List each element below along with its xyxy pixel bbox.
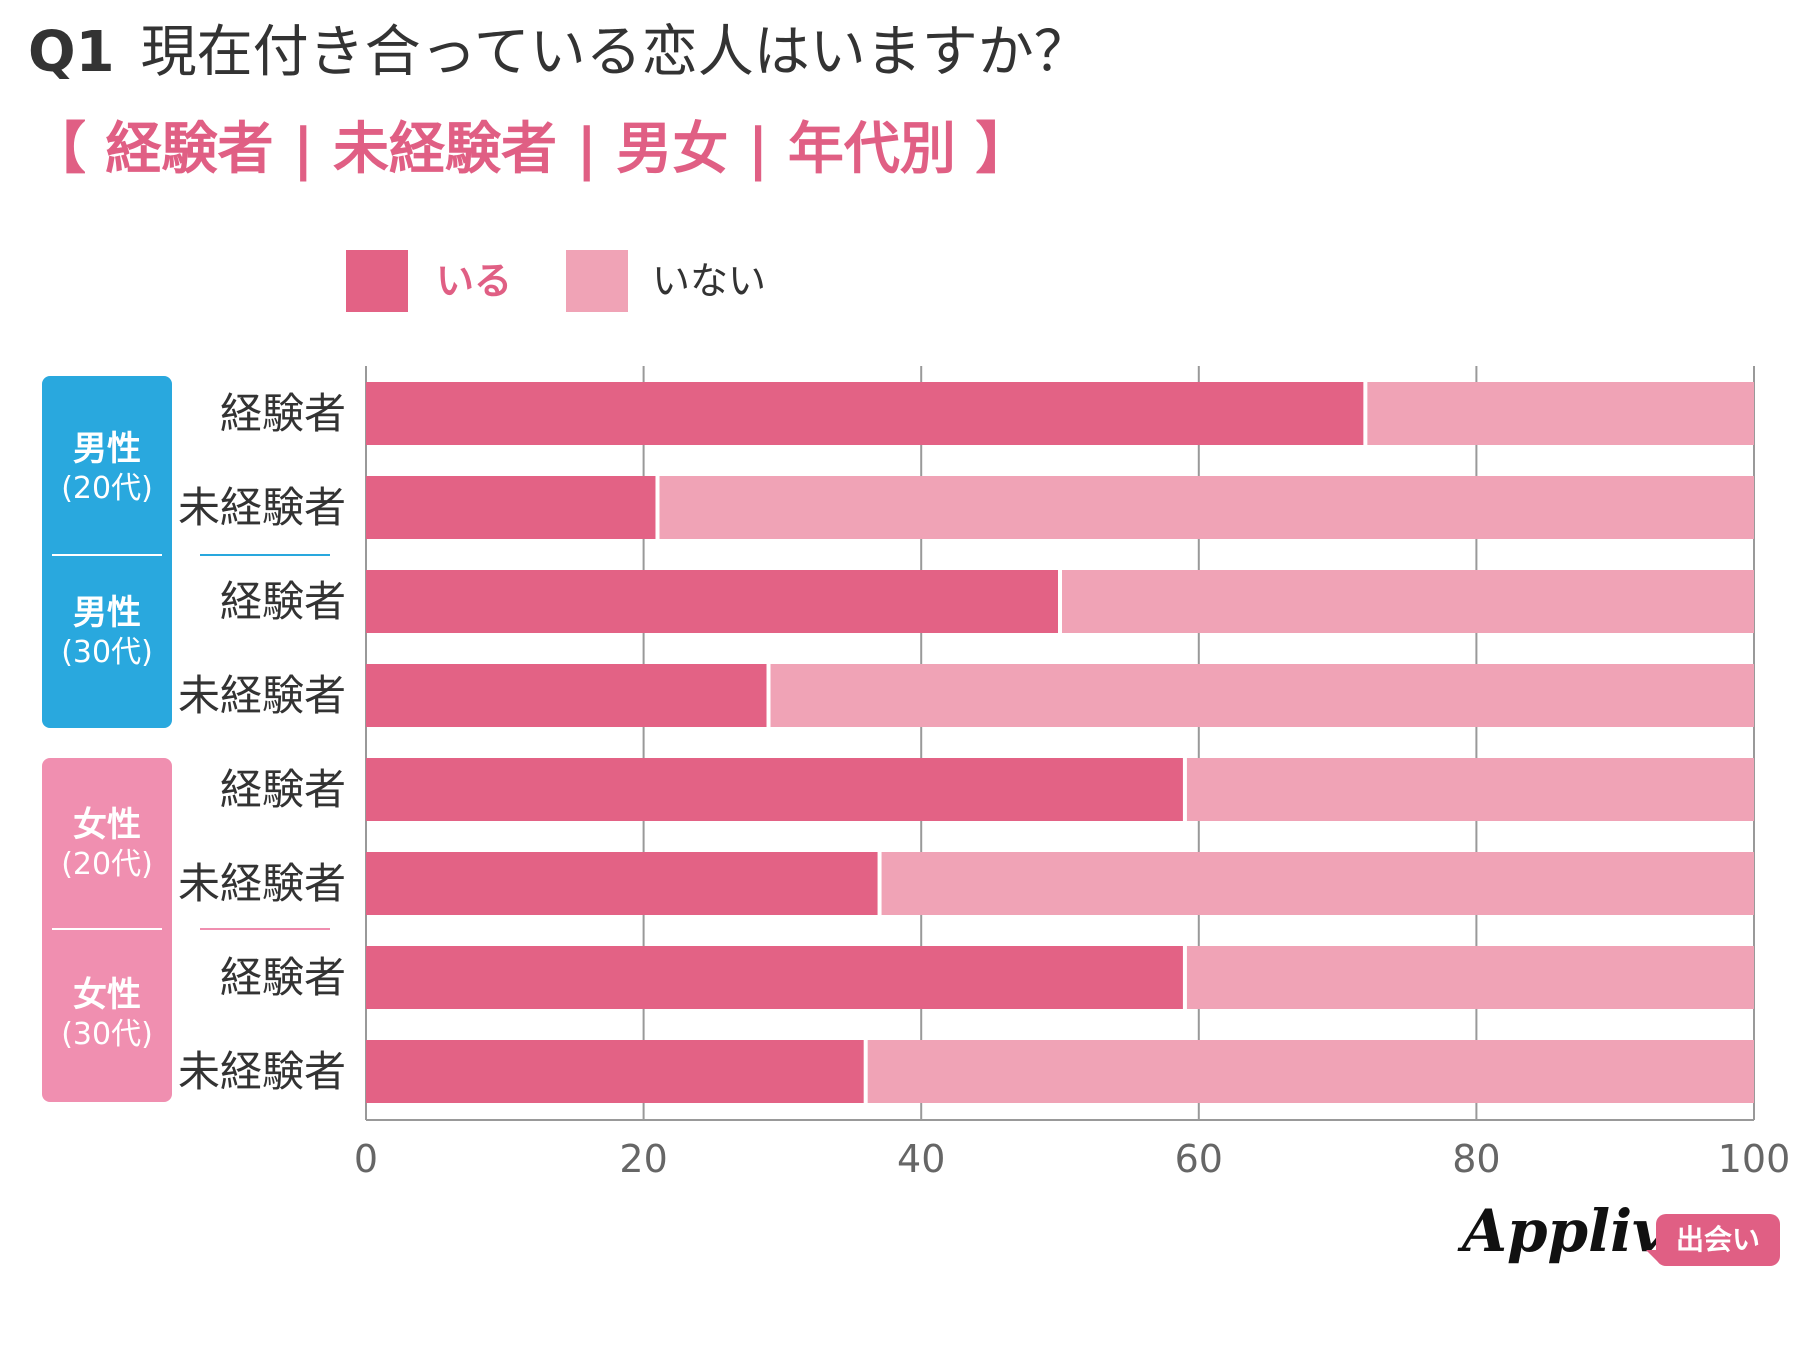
male-group-box xyxy=(42,376,172,728)
group-label-male-30s: 男性 (30代) xyxy=(42,592,172,672)
male-row-separator xyxy=(200,554,330,556)
group-label-female-30s: 女性 (30代) xyxy=(42,974,172,1054)
female-group-box xyxy=(42,758,172,1102)
bar-absent xyxy=(1367,382,1754,445)
bar-present xyxy=(366,664,767,727)
bar-absent xyxy=(659,476,1754,539)
brand-logo: Appliv xyxy=(1462,1197,1666,1265)
bar-absent xyxy=(770,664,1754,727)
group-age: (20代) xyxy=(61,847,153,882)
male-group-divider xyxy=(52,554,162,556)
row-label: 未経験者 xyxy=(177,859,346,908)
bar-absent xyxy=(1186,758,1754,821)
bar-present xyxy=(366,946,1183,1009)
group-name: 女性 xyxy=(73,975,141,1015)
bar-present xyxy=(366,476,656,539)
legend-swatch-absent xyxy=(566,250,628,312)
legend-label-present: いる xyxy=(436,259,513,303)
row-label: 未経験者 xyxy=(177,1047,346,1096)
x-tick-label: 100 xyxy=(1718,1137,1791,1181)
question-text: 現在付き合っている恋人はいますか？ xyxy=(140,20,1090,85)
group-age: (30代) xyxy=(61,1017,153,1052)
row-label: 経験者 xyxy=(219,577,346,626)
row-label: 未経験者 xyxy=(177,671,346,720)
group-age: (20代) xyxy=(61,471,153,506)
bar-absent xyxy=(1062,570,1754,633)
bar-present xyxy=(366,382,1364,445)
bar-absent xyxy=(881,852,1754,915)
bar-absent xyxy=(1186,946,1754,1009)
x-tick-label: 40 xyxy=(897,1137,945,1181)
group-age: (30代) xyxy=(61,635,153,670)
female-group-divider xyxy=(52,928,162,930)
bar-present xyxy=(366,758,1183,821)
bar-absent xyxy=(867,1040,1754,1103)
x-tick-label: 20 xyxy=(619,1137,667,1181)
group-label-female-20s: 女性 (20代) xyxy=(42,804,172,884)
bar-present xyxy=(366,852,878,915)
x-tick-label: 0 xyxy=(354,1137,378,1181)
legend-label-absent: いない xyxy=(652,259,767,303)
group-name: 女性 xyxy=(73,805,141,845)
x-tick-label: 80 xyxy=(1452,1137,1500,1181)
bar-present xyxy=(366,570,1058,633)
group-name: 男性 xyxy=(73,593,141,633)
group-name: 男性 xyxy=(73,429,141,469)
row-label: 経験者 xyxy=(219,389,346,438)
row-label: 経験者 xyxy=(219,765,346,814)
subtitle: 【 経験者 | 未経験者 | 男女 | 年代別 】 xyxy=(30,117,1032,182)
female-row-separator xyxy=(200,928,330,930)
legend-swatch-present xyxy=(346,250,408,312)
group-label-male-20s: 男性 (20代) xyxy=(42,428,172,508)
row-label: 経験者 xyxy=(219,953,346,1002)
bar-present xyxy=(366,1040,864,1103)
row-label: 未経験者 xyxy=(177,483,346,532)
x-tick-label: 60 xyxy=(1175,1137,1223,1181)
question-number: Q1 xyxy=(28,20,115,85)
brand-badge: 出会い xyxy=(1656,1214,1780,1266)
page-title: Q1 現在付き合っている恋人はいますか？ xyxy=(28,18,1090,88)
